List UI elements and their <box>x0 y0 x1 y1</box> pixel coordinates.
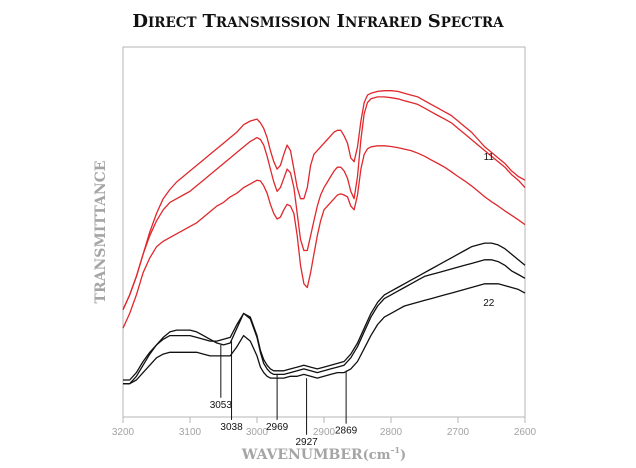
plot-frame <box>122 46 526 418</box>
annotation-group: 3053 3038 2969 2927 2869 <box>210 341 358 448</box>
chart-title: DIRECT TRANSMISSION INFRARED SPECTRA <box>132 11 504 32</box>
x-axis-label-main: WAVENUMBER <box>241 447 363 463</box>
x-tick-label-2800: 2800 <box>380 427 403 438</box>
x-axis-tick-labels: 3200 3100 3000 2900 2800 2700 2600 <box>112 427 537 438</box>
series-22-line-6 <box>123 283 526 385</box>
x-axis-label-unit-open: (cm <box>363 448 391 463</box>
sample-label-group: 11 22 <box>483 152 495 309</box>
sample-label-22: 22 <box>483 298 495 309</box>
annotation-label-2927: 2927 <box>295 437 318 448</box>
series-22-line-5 <box>123 259 526 381</box>
x-tick-label-3100: 3100 <box>179 427 202 438</box>
series-11-line-1 <box>122 90 526 310</box>
series-22-line-4 <box>123 242 526 385</box>
y-axis-label: TRANSMITTANCE <box>93 161 109 304</box>
x-axis-ticks <box>122 417 526 423</box>
x-tick-label-2900: 2900 <box>313 427 336 438</box>
annotation-label-3053: 3053 <box>210 400 233 411</box>
annotation-label-2869: 2869 <box>335 426 358 437</box>
series-11-line-3 <box>122 145 526 329</box>
x-axis-label-unit-close: ) <box>400 448 406 463</box>
series-group <box>122 90 526 385</box>
x-axis-label: WAVENUMBER(cm–1) <box>241 445 406 463</box>
x-axis-label-unit-sup: –1 <box>390 445 400 455</box>
x-tick-label-3200: 3200 <box>112 427 135 438</box>
annotation-label-3038: 3038 <box>220 422 243 433</box>
annotation-label-2969: 2969 <box>266 422 289 433</box>
x-tick-label-3000: 3000 <box>246 427 269 438</box>
x-tick-label-2600: 2600 <box>514 427 537 438</box>
series-11-line-2 <box>122 96 526 310</box>
sample-label-11: 11 <box>484 152 495 163</box>
x-tick-label-2700: 2700 <box>447 427 470 438</box>
